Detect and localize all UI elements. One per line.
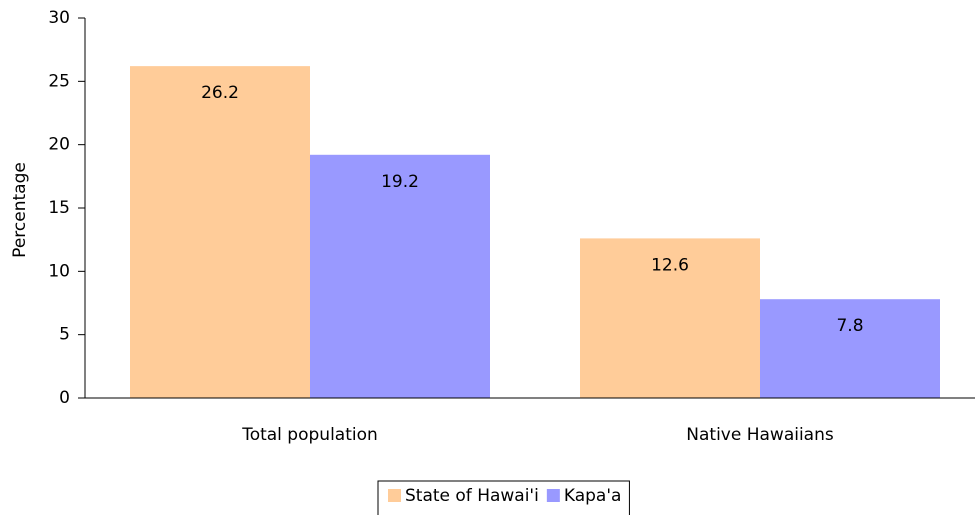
data-label: 26.2 xyxy=(201,83,239,103)
y-tick-label: 5 xyxy=(59,325,70,345)
y-tick-label: 15 xyxy=(48,198,70,218)
bar xyxy=(760,299,940,398)
y-tick-label: 0 xyxy=(59,388,70,408)
y-tick-label: 10 xyxy=(48,261,70,281)
legend: State of Hawai'i Kapa'a xyxy=(377,480,630,515)
legend-label: State of Hawai'i xyxy=(405,486,539,506)
y-axis-title: Percentage xyxy=(10,162,30,258)
bar xyxy=(580,238,760,398)
legend-swatch xyxy=(546,489,560,502)
legend-label: Kapa'a xyxy=(564,486,622,506)
y-tick-label: 25 xyxy=(48,71,70,91)
bar xyxy=(130,66,310,398)
y-tick-label: 20 xyxy=(48,135,70,155)
x-tick-label: Native Hawaiians xyxy=(686,425,834,445)
legend-swatch xyxy=(388,489,401,502)
y-tick-label: 30 xyxy=(48,8,70,28)
legend-box xyxy=(377,480,630,515)
bar xyxy=(310,154,490,398)
data-label: 12.6 xyxy=(651,255,689,275)
data-label: 7.8 xyxy=(836,316,863,336)
x-tick-label: Total population xyxy=(241,425,378,445)
data-label: 19.2 xyxy=(381,172,419,192)
